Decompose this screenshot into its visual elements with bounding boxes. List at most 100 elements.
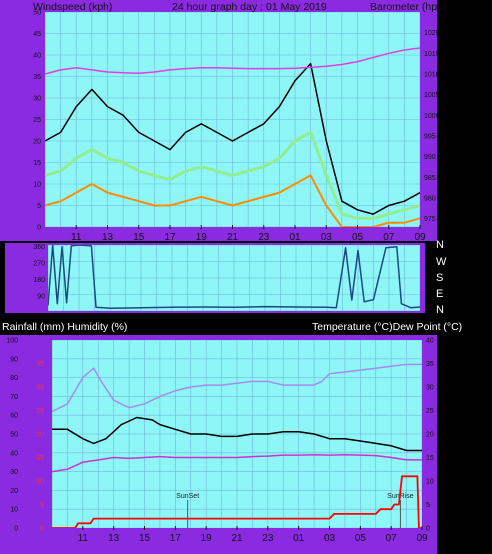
temperature-x-label: 09	[416, 533, 428, 544]
windspeed-y-label: 30	[33, 96, 41, 103]
windspeed-x-label: 23	[258, 232, 270, 243]
temperature-x-label: 23	[262, 533, 274, 544]
windspeed-axis-title: Windspeed (kph)	[33, 1, 113, 13]
windspeed-y-label: 50	[33, 10, 41, 17]
direction-label-n-bottom: N	[436, 304, 444, 316]
temperature-x-label: 15	[139, 533, 151, 544]
windspeed-x-label: 07	[383, 232, 395, 243]
temperature-y-label: 10	[426, 479, 434, 486]
windspeed-plot	[45, 12, 420, 227]
windspeed-x-label: 01	[289, 232, 301, 243]
windspeed-x-label: 19	[196, 232, 208, 243]
rain-y-label: 5	[40, 502, 44, 509]
barometer-y-label: 995	[424, 134, 436, 141]
windspeed-x-label: 17	[164, 232, 176, 243]
direction-chart	[48, 245, 420, 311]
windspeed-y-label: 5	[37, 203, 41, 210]
windspeed-y-label: 35	[33, 74, 41, 81]
humidity-y-label: 10	[10, 507, 18, 514]
humidity-y-label: 30	[10, 469, 18, 476]
barometer-y-label: 990	[424, 154, 436, 161]
windspeed-y-label: 15	[33, 160, 41, 167]
direction-axes: 360 270 180 90	[33, 244, 45, 301]
series-low-line	[45, 174, 420, 227]
temperature-x-label: 11	[78, 533, 89, 544]
humidity-y-label: 70	[10, 394, 18, 401]
temperature-x-label: 03	[324, 533, 336, 544]
rain-y-label: 15	[36, 455, 44, 462]
series-direction-line	[48, 245, 420, 310]
chart-title: 24 hour graph day : 01 May 2019	[172, 1, 327, 13]
rain-y-label: 25	[36, 408, 44, 415]
rain-humidity-axis-title: Rainfall (mm) Humidity (%)	[2, 321, 128, 333]
barometer-y-label: 1010	[424, 72, 440, 79]
windspeed-chart	[45, 12, 420, 227]
series-dewpoint-line	[52, 453, 422, 473]
direction-y-label: 180	[33, 277, 45, 284]
windspeed-y-label: 40	[33, 53, 41, 60]
direction-label-s: S	[436, 272, 444, 284]
temperature-chart: SunSet SunRise	[52, 340, 422, 528]
humidity-y-label: 80	[10, 375, 18, 382]
windspeed-y-label: 20	[33, 139, 41, 146]
rain-y-label: 0	[40, 526, 44, 533]
temperature-y-label: 20	[426, 432, 434, 439]
series-humidity-line	[52, 363, 422, 413]
windspeed-y-label: 45	[33, 31, 41, 38]
direction-y-label: 90	[37, 294, 45, 301]
series-rain-line	[52, 475, 422, 528]
humidity-y-label: 50	[10, 432, 18, 439]
windspeed-x-label: 13	[102, 232, 114, 243]
barometer-y-label: 1005	[424, 92, 440, 99]
direction-plot	[48, 245, 420, 311]
barometer-y-label: 1000	[424, 113, 440, 120]
temperature-y-label: 40	[426, 338, 434, 345]
rain-y-label: 30	[36, 385, 44, 392]
temperature-y-label: 5	[426, 502, 430, 509]
temperature-plot: SunSet SunRise	[52, 340, 422, 528]
direction-label-n-top: N	[436, 239, 444, 251]
direction-label-e: E	[436, 288, 444, 300]
windspeed-x-label: 09	[414, 232, 426, 243]
temperature-y-label: 25	[426, 408, 434, 415]
series-gust-line	[45, 62, 420, 215]
series-avg-line	[45, 130, 420, 220]
temperature-y-label: 0	[426, 526, 430, 533]
humidity-y-label: 90	[10, 356, 18, 363]
temperature-axis-title: Temperature (°C)Dew Point (°C)	[312, 321, 463, 333]
humidity-y-label: 0	[14, 526, 18, 533]
windspeed-x-label: 05	[352, 232, 364, 243]
windspeed-y-label: 25	[33, 117, 41, 124]
barometer-y-label: 1020	[424, 30, 440, 37]
direction-label-w: W	[436, 256, 447, 268]
barometer-y-label: 1015	[424, 51, 440, 58]
windspeed-y-label: 0	[37, 225, 41, 232]
humidity-y-label: 60	[10, 413, 18, 420]
series-temperature-line	[52, 416, 422, 452]
direction-y-label: 360	[33, 244, 45, 251]
temperature-y-label: 35	[426, 361, 434, 368]
windspeed-x-label: 15	[133, 232, 145, 243]
windspeed-x-label: 11	[71, 232, 82, 243]
direction-y-label: 270	[33, 261, 45, 268]
rain-y-label: 35	[36, 361, 44, 368]
temperature-x-label: 07	[386, 533, 398, 544]
temperature-x-label: 19	[201, 533, 213, 544]
windspeed-x-label: 21	[227, 232, 239, 243]
barometer-y-label: 980	[424, 196, 436, 203]
temperature-x-label: 01	[293, 533, 305, 544]
barometer-y-label: 985	[424, 175, 436, 182]
temperature-x-label: 17	[170, 533, 182, 544]
humidity-y-label: 20	[10, 488, 18, 495]
windspeed-x-label: 03	[321, 232, 333, 243]
temperature-y-label: 30	[426, 385, 434, 392]
series-barometer-line	[45, 47, 420, 75]
rain-y-label: 10	[36, 479, 44, 486]
temperature-x-label: 13	[108, 533, 120, 544]
rain-y-label: 20	[36, 432, 44, 439]
barometer-axis-title: Barometer (hpa)	[370, 1, 447, 13]
annotation-label: SunSet	[176, 493, 199, 500]
windspeed-y-label: 10	[33, 182, 41, 189]
windspeed-axes: 11 13 15 17 19 21 23 01 03 05 07 090510152025303540…	[33, 10, 440, 244]
